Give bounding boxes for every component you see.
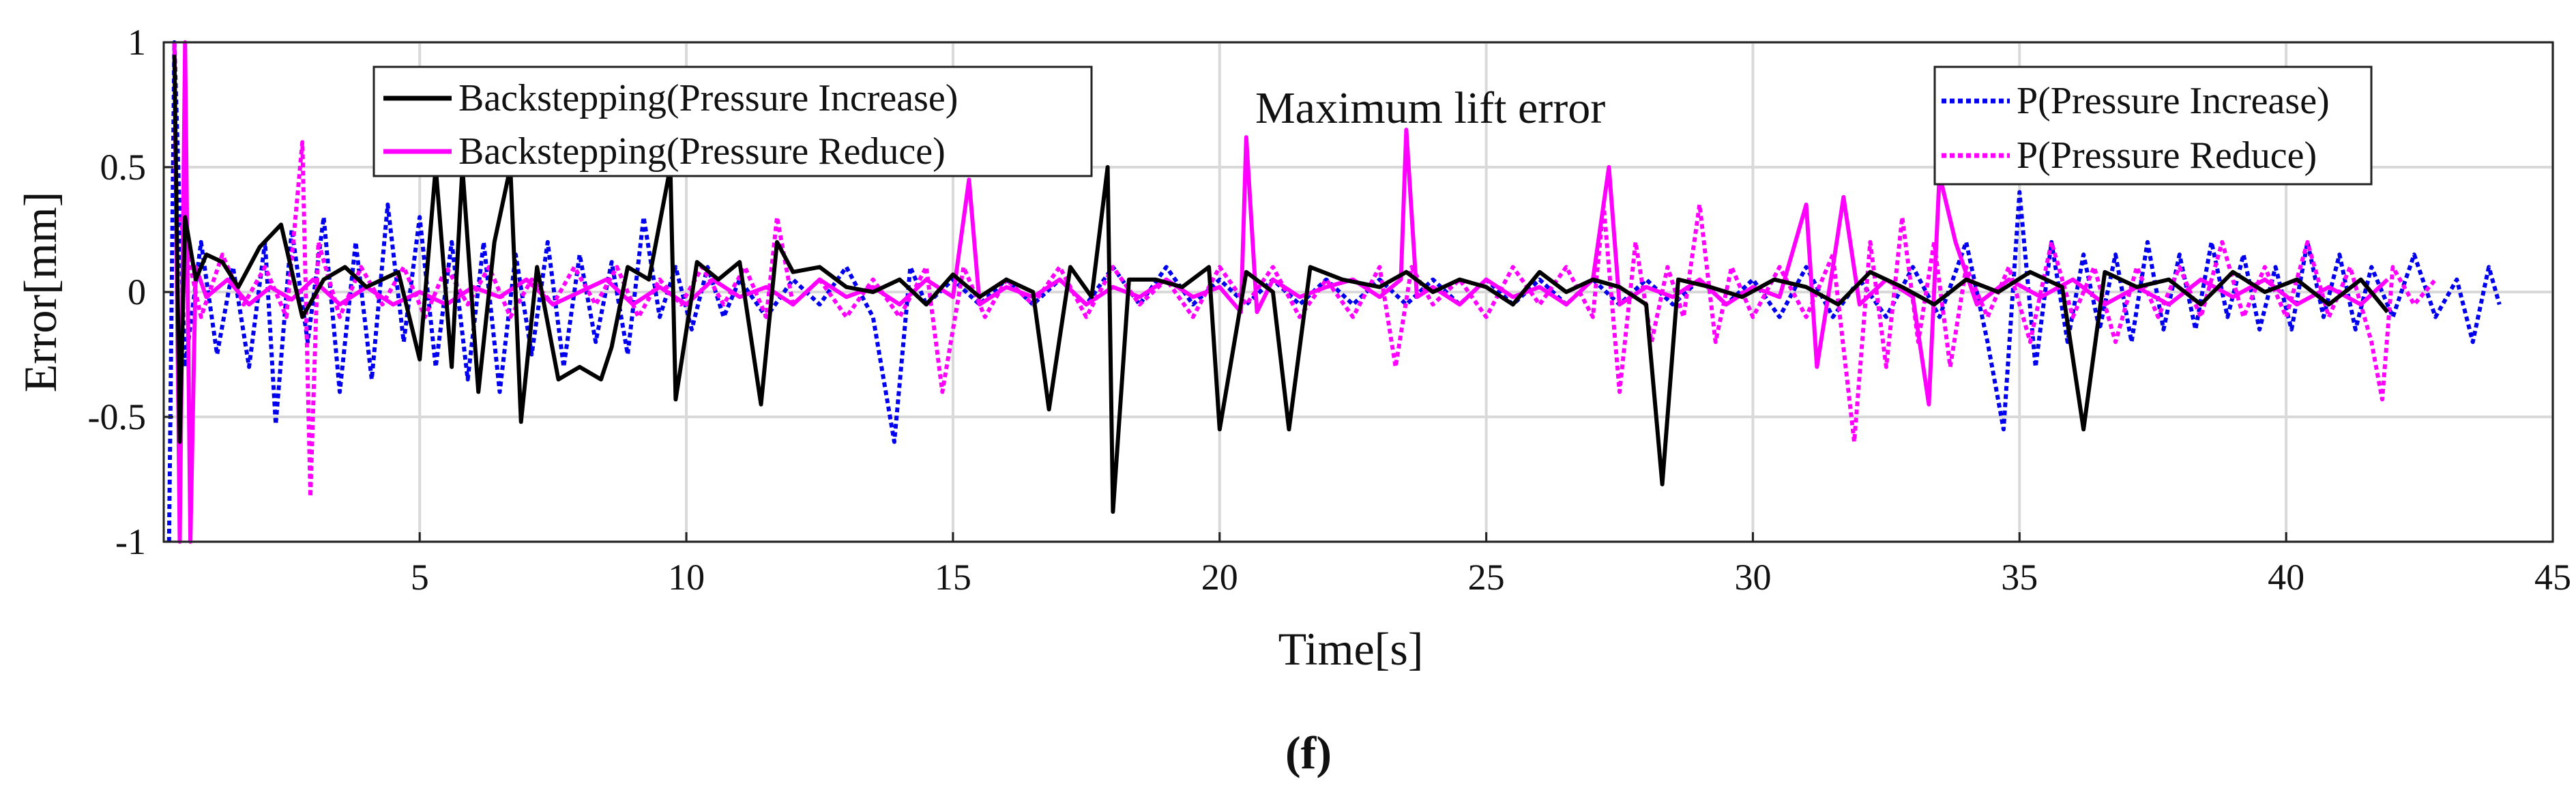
y-tick-label: -0.5 [88,396,146,437]
legend-label-backstepping-increase: Backstepping(Pressure Increase) [458,77,958,119]
series-line-backstepping-pressure-reduce [172,40,2389,544]
legend-right-box [1933,65,2373,186]
x-tick-label: 30 [1734,557,1771,598]
panel-label: (f) [1285,727,1332,778]
x-tick-label: 10 [668,557,705,598]
legend-label-backstepping-reduce: Backstepping(Pressure Reduce) [458,130,946,173]
series-line-p-pressure-reduce [177,140,2438,499]
y-tick-label: -1 [115,521,146,562]
x-axis-label: Time[s] [1278,623,1424,675]
y-tick-label: 0 [128,272,146,312]
axis-ticks: 5 10 15 20 25 30 35 40 45 1 0.5 0 -0.5 -1 [88,22,2571,598]
annotation-text: Maximum lift error [1255,83,1605,133]
series-line-backstepping-pressure-increase [172,55,2390,514]
legend-left: Backstepping(Pressure Increase) Backstep… [372,65,1093,177]
x-tick-label: 15 [935,557,971,598]
y-axis-label: Error[mm] [14,192,66,393]
x-tick-label: 5 [411,557,429,598]
x-tick-label: 35 [2001,557,2038,598]
plot-area [166,40,2502,544]
y-tick-label: 1 [128,22,146,63]
x-tick-label: 20 [1201,557,1238,598]
legend-label-p-reduce: P(Pressure Reduce) [2017,134,2317,177]
legend-label-p-increase: P(Pressure Increase) [2017,80,2330,122]
legend-left-box [372,65,1093,177]
x-tick-label: 45 [2534,557,2571,598]
legend-right: P(Pressure Increase) P(Pressure Reduce) [1933,65,2373,186]
y-tick-label: 0.5 [100,147,147,188]
x-tick-label: 40 [2268,557,2304,598]
x-tick-label: 25 [1468,557,1505,598]
